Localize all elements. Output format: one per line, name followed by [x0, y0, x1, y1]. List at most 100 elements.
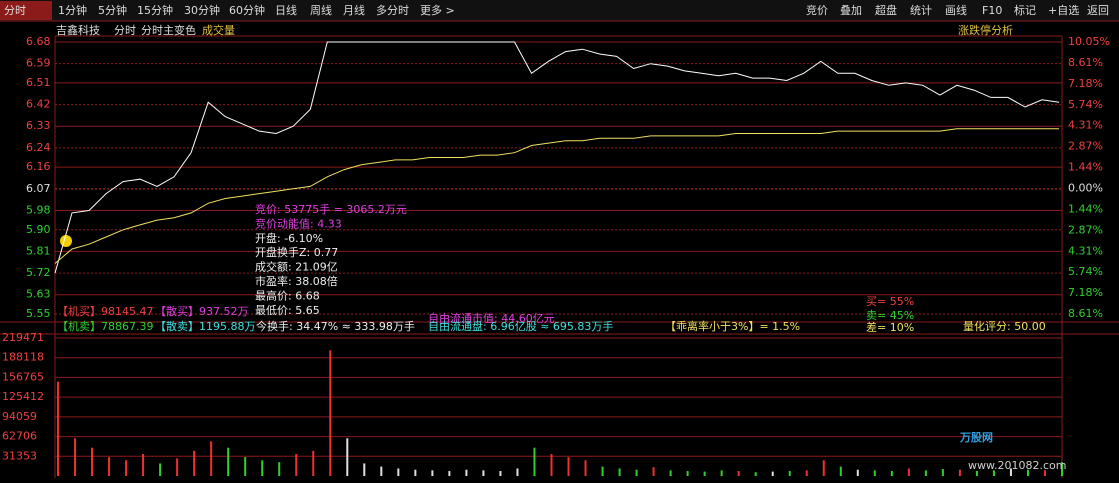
toolbar-button[interactable]: +自选 — [1048, 4, 1079, 17]
tab[interactable]: 60分钟 — [229, 3, 265, 17]
y-tick-label: 5.63 — [26, 288, 51, 301]
y2-tick-label: 1.44% — [1068, 202, 1103, 215]
stat-item: 【机卖】78867.39 — [57, 319, 154, 333]
volume-bar — [278, 462, 281, 476]
volume-bar — [193, 450, 196, 476]
tab[interactable]: 15分钟 — [137, 3, 173, 17]
y-tick-label: 6.16 — [26, 160, 51, 173]
stat-item: 卖= 45% — [866, 309, 914, 322]
stat-item: 【散卖】1195.88万 — [155, 319, 256, 333]
volume-bar — [261, 460, 264, 476]
volume-bar — [754, 472, 757, 476]
volume-bar — [397, 468, 400, 476]
tab[interactable]: 周线 — [310, 3, 332, 17]
stat-item: 自由流通市值: 44.60亿元 — [428, 311, 555, 325]
volume-bar — [958, 469, 961, 476]
y2-tick-label: 7.18% — [1068, 286, 1103, 299]
volume-bar — [771, 471, 774, 476]
volume-bar — [890, 470, 893, 476]
volume-bar — [567, 457, 570, 476]
volume-bar — [516, 468, 519, 476]
volume-bar — [482, 470, 485, 476]
header-item: 吉鑫科技 — [56, 23, 100, 37]
y-tick-label: 6.07 — [26, 182, 51, 195]
volume-bar — [805, 470, 808, 476]
stat-item: 【乖离率小于3%】= 1.5% — [665, 319, 800, 333]
tab[interactable]: 30分钟 — [184, 3, 220, 17]
y-tick-label: 31353 — [2, 449, 37, 462]
volume-bar — [465, 469, 468, 476]
toolbar-button[interactable]: 竞价 — [806, 3, 828, 17]
stat-item: 买= 55% — [866, 295, 914, 308]
y-tick-label: 6.68 — [26, 35, 51, 48]
tab[interactable]: 1分钟 — [58, 3, 87, 17]
tab[interactable]: 多分时 — [376, 3, 409, 17]
toolbar-button[interactable]: 画线 — [945, 3, 967, 17]
volume-bar — [499, 470, 502, 476]
volume-bar — [839, 466, 842, 476]
volume-bar — [1061, 462, 1063, 476]
volume-bar — [618, 468, 621, 476]
info-line: 竞价动能值: 4.33 — [255, 216, 342, 230]
logo-url: www.201082.com — [968, 459, 1066, 472]
active-tab — [0, 1, 52, 20]
info-line: 竞价: 53775手 = 3065.2万元 — [255, 202, 407, 216]
volume-bar — [635, 469, 638, 476]
toolbar-button[interactable]: 叠加 — [840, 4, 862, 17]
volume-bar — [74, 438, 77, 476]
y-tick-label: 125412 — [2, 390, 44, 403]
header-item: 分时主变色 — [141, 23, 196, 37]
tab[interactable]: 5分钟 — [98, 3, 127, 17]
y2-tick-label: 10.05% — [1068, 35, 1110, 48]
volume-bar — [312, 450, 315, 476]
tab[interactable]: 日线 — [275, 3, 297, 17]
volume-bar — [346, 438, 349, 476]
info-line: 开盘换手Z: 0.77 — [255, 245, 338, 259]
volume-bar — [431, 470, 434, 476]
volume-bar — [720, 470, 723, 476]
y2-tick-label: 4.31% — [1068, 119, 1103, 132]
volume-bar — [975, 470, 978, 476]
tab[interactable]: 月线 — [343, 3, 365, 17]
header-right[interactable]: 涨跌停分析 — [958, 23, 1013, 37]
volume-bar — [601, 466, 604, 476]
header-item: 分时 — [114, 24, 136, 37]
y-tick-label: 62706 — [2, 430, 37, 443]
volume-bar — [1009, 468, 1012, 476]
header-item: 成交量 — [202, 23, 235, 37]
y-tick-label: 156765 — [2, 370, 44, 383]
stat-item: 【散买】937.52万 — [155, 304, 249, 318]
toolbar-button[interactable]: F10 — [982, 4, 1002, 17]
logo-name: 万股网 — [959, 431, 993, 444]
stat-item: 【机买】98145.47 — [57, 304, 154, 318]
toolbar-button[interactable]: 标记 — [1014, 3, 1036, 17]
toolbar-button[interactable]: 返回 — [1087, 4, 1109, 17]
tab[interactable]: 更多 > — [420, 3, 455, 17]
volume-bar — [108, 457, 111, 476]
y2-tick-label: 2.87% — [1068, 140, 1103, 153]
toolbar — [0, 0, 1119, 21]
volume-bar — [210, 441, 213, 476]
y-tick-label: 5.81 — [26, 244, 51, 257]
price-line — [54, 41, 1060, 274]
toolbar-button[interactable]: 统计 — [910, 4, 932, 17]
volume-bar — [533, 447, 536, 476]
volume-bar — [142, 453, 145, 476]
volume-bar — [941, 469, 944, 476]
volume-bar — [873, 470, 876, 476]
volume-bar — [380, 466, 383, 476]
volume-bar — [414, 469, 417, 476]
volume-bar — [227, 447, 230, 476]
toolbar-button[interactable]: 超盘 — [875, 3, 897, 17]
volume-bar — [924, 470, 927, 476]
price-line — [54, 128, 1059, 264]
y2-tick-label: 2.87% — [1068, 223, 1103, 236]
volume-bar — [176, 458, 179, 476]
y2-tick-label: 7.18% — [1068, 77, 1103, 90]
volume-bar — [329, 350, 332, 476]
volume-bar — [584, 460, 587, 476]
tab[interactable]: 分时 — [4, 4, 26, 17]
volume-bar — [159, 463, 162, 476]
y-tick-label: 6.24 — [26, 141, 51, 154]
